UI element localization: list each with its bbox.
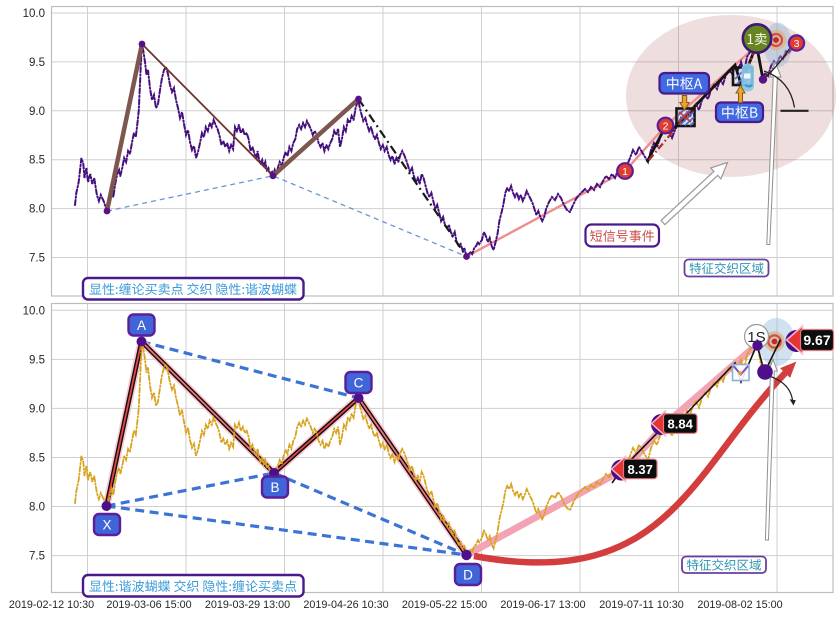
svg-text:2019-03-06 15:00: 2019-03-06 15:00 bbox=[106, 599, 191, 611]
svg-text:8.84: 8.84 bbox=[668, 416, 694, 431]
svg-text:8.5: 8.5 bbox=[29, 453, 45, 465]
svg-text:9.5: 9.5 bbox=[29, 354, 45, 366]
svg-text:9.5: 9.5 bbox=[29, 57, 45, 69]
svg-text:X: X bbox=[102, 517, 111, 532]
svg-text:7.5: 7.5 bbox=[29, 551, 45, 563]
svg-text:2019-07-11 10:30: 2019-07-11 10:30 bbox=[599, 599, 683, 611]
svg-text:A: A bbox=[137, 318, 146, 333]
svg-text:2019-08-02 15:00: 2019-08-02 15:00 bbox=[697, 599, 782, 611]
svg-text:9.67: 9.67 bbox=[803, 332, 830, 348]
svg-text:B: B bbox=[270, 480, 279, 495]
svg-text:8.5: 8.5 bbox=[29, 155, 45, 167]
svg-text:8.0: 8.0 bbox=[29, 204, 45, 216]
svg-text:3: 3 bbox=[794, 38, 800, 50]
svg-text:2019-02-12 10:30: 2019-02-12 10:30 bbox=[9, 599, 94, 611]
svg-text:2: 2 bbox=[663, 120, 669, 132]
svg-text:2019-05-22 15:00: 2019-05-22 15:00 bbox=[402, 599, 487, 611]
svg-text:9.0: 9.0 bbox=[29, 403, 45, 415]
svg-text:10.0: 10.0 bbox=[23, 305, 45, 317]
svg-text:8.0: 8.0 bbox=[29, 502, 45, 514]
svg-text:C: C bbox=[354, 375, 364, 390]
svg-text:9.0: 9.0 bbox=[29, 106, 45, 118]
svg-text:7.5: 7.5 bbox=[29, 253, 45, 265]
svg-text:2019-06-17 13:00: 2019-06-17 13:00 bbox=[500, 599, 585, 611]
svg-text:2019-03-29 13:00: 2019-03-29 13:00 bbox=[205, 599, 290, 611]
svg-text:10.0: 10.0 bbox=[23, 8, 45, 20]
svg-text:2019-04-26 10:30: 2019-04-26 10:30 bbox=[303, 599, 388, 611]
svg-text:8.37: 8.37 bbox=[628, 462, 653, 477]
svg-text:D: D bbox=[463, 567, 473, 582]
svg-text:1: 1 bbox=[622, 166, 628, 178]
